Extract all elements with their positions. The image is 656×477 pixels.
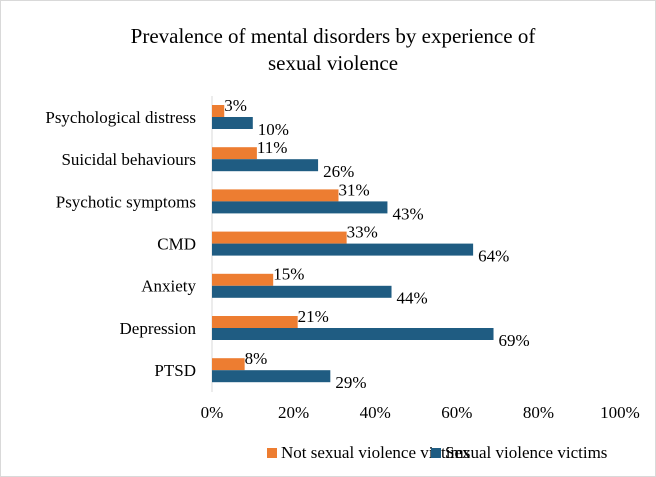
data-label: 31% bbox=[338, 180, 369, 199]
data-label: 43% bbox=[392, 204, 423, 223]
bar bbox=[212, 147, 257, 160]
y-tick-label: Psychotic symptoms bbox=[56, 192, 196, 211]
y-tick-label: CMD bbox=[157, 235, 196, 254]
bar bbox=[212, 117, 253, 129]
x-tick-label: 0% bbox=[201, 403, 224, 422]
bar bbox=[212, 358, 245, 371]
data-label: 29% bbox=[335, 373, 366, 392]
data-label: 69% bbox=[499, 331, 530, 350]
data-label: 11% bbox=[257, 138, 288, 157]
bar bbox=[212, 243, 474, 256]
data-label: 33% bbox=[347, 223, 378, 242]
bar bbox=[212, 105, 225, 117]
data-label: 3% bbox=[224, 96, 247, 115]
y-tick-label: PTSD bbox=[154, 361, 196, 380]
legend-label: Sexual violence victims bbox=[445, 443, 607, 462]
bar bbox=[212, 285, 392, 298]
data-label: 15% bbox=[273, 265, 304, 284]
bar bbox=[212, 273, 274, 286]
bar bbox=[212, 328, 494, 340]
x-tick-label: 80% bbox=[523, 403, 554, 422]
data-label: 64% bbox=[478, 247, 509, 266]
x-tick-label: 60% bbox=[441, 403, 472, 422]
legend-swatch bbox=[267, 448, 277, 458]
bar bbox=[212, 231, 347, 244]
data-label: 21% bbox=[298, 307, 329, 326]
bar bbox=[212, 189, 339, 202]
y-tick-label: Depression bbox=[120, 319, 197, 338]
legend-swatch bbox=[431, 448, 441, 458]
data-label: 10% bbox=[258, 120, 289, 139]
legend-label: Not sexual violence victims bbox=[281, 443, 470, 462]
y-tick-label: Anxiety bbox=[141, 277, 196, 296]
data-label: 8% bbox=[245, 349, 268, 368]
bar bbox=[212, 201, 388, 214]
bar bbox=[212, 159, 319, 172]
y-tick-label: Psychological distress bbox=[45, 108, 196, 127]
x-tick-label: 100% bbox=[600, 403, 640, 422]
bar bbox=[212, 370, 331, 383]
chart-title: Prevalence of mental disorders by experi… bbox=[131, 24, 536, 48]
data-label: 44% bbox=[397, 289, 428, 308]
chart-title: sexual violence bbox=[268, 51, 398, 75]
x-tick-label: 40% bbox=[360, 403, 391, 422]
bar bbox=[212, 316, 298, 328]
x-tick-label: 20% bbox=[278, 403, 309, 422]
y-tick-label: Suicidal behaviours bbox=[61, 150, 196, 169]
data-label: 26% bbox=[323, 162, 354, 181]
